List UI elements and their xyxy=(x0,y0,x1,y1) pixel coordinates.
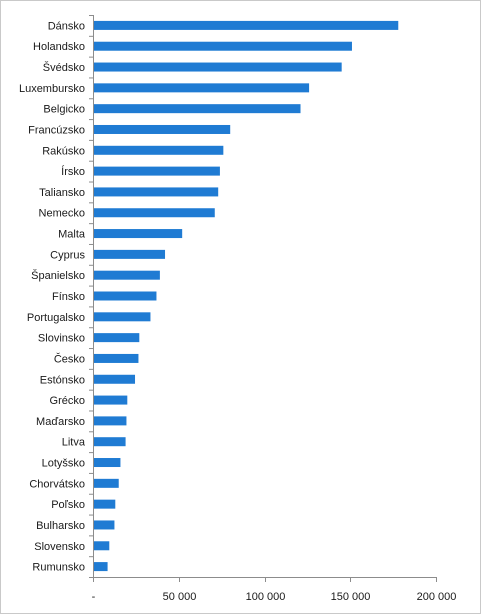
bar xyxy=(94,187,219,197)
bar xyxy=(94,541,110,551)
bar xyxy=(94,83,310,93)
bar xyxy=(94,395,128,405)
category-label: Grécko xyxy=(50,395,85,407)
bar xyxy=(94,41,352,51)
chart-axes xyxy=(89,15,437,582)
bar xyxy=(94,145,224,155)
bar xyxy=(94,437,126,447)
x-tick-label: 50 000 xyxy=(163,591,197,603)
x-tick-label: 200 000 xyxy=(417,591,457,603)
category-label: Estónsko xyxy=(40,374,85,386)
bar xyxy=(94,416,127,426)
bar xyxy=(94,20,399,30)
bar xyxy=(94,166,220,176)
category-label: Slovinsko xyxy=(38,333,85,345)
category-label: Holandsko xyxy=(33,41,85,53)
category-label: Poľsko xyxy=(51,499,85,511)
category-label: Bulharsko xyxy=(36,520,85,532)
category-label: Litva xyxy=(62,437,86,449)
bar xyxy=(94,270,160,280)
category-label: Rakúsko xyxy=(42,145,85,157)
category-label: Dánsko xyxy=(48,20,85,32)
category-label: Cyprus xyxy=(50,249,85,261)
bar xyxy=(94,124,231,134)
category-label: Taliansko xyxy=(39,187,85,199)
category-label: Francúzsko xyxy=(28,124,85,136)
bar xyxy=(94,229,183,239)
category-label: Maďarsko xyxy=(36,416,85,428)
x-tick-labels: - 50 000 100 000 150 000 200 000 xyxy=(92,591,457,603)
category-label: Fínsko xyxy=(52,291,85,303)
category-label: Lotyšsko xyxy=(42,458,85,470)
category-label: Švédsko xyxy=(43,61,85,74)
bar xyxy=(94,312,151,322)
chart-bars xyxy=(94,20,399,572)
category-label: Belgicko xyxy=(43,104,85,116)
category-label: Slovensko xyxy=(34,541,85,553)
x-tick-label: 150 000 xyxy=(331,591,371,603)
x-tick-label: - xyxy=(92,591,96,603)
category-label: Česko xyxy=(54,352,85,365)
category-label: Chorvátsko xyxy=(29,478,85,490)
bar xyxy=(94,62,342,72)
category-labels: Dánsko Holandsko Švédsko Luxembursko Belgick… xyxy=(19,20,86,573)
category-label: Portugalsko xyxy=(27,312,85,324)
bar xyxy=(94,353,139,363)
bar xyxy=(94,499,116,509)
bar xyxy=(94,249,166,259)
category-label: Nemecko xyxy=(39,208,85,220)
x-tick-label: 100 000 xyxy=(246,591,286,603)
category-label: Malta xyxy=(58,229,86,241)
bar xyxy=(94,374,136,384)
bar xyxy=(94,104,301,114)
bar xyxy=(94,333,140,343)
category-label: Španielsko xyxy=(31,269,85,282)
category-label: Rumunsko xyxy=(32,562,85,574)
bar xyxy=(94,562,108,572)
bar xyxy=(94,478,119,488)
bar xyxy=(94,208,215,218)
category-label: Luxembursko xyxy=(19,83,85,95)
bar xyxy=(94,458,121,468)
category-label: Írsko xyxy=(61,165,85,178)
bar xyxy=(94,291,157,301)
bar xyxy=(94,520,115,530)
